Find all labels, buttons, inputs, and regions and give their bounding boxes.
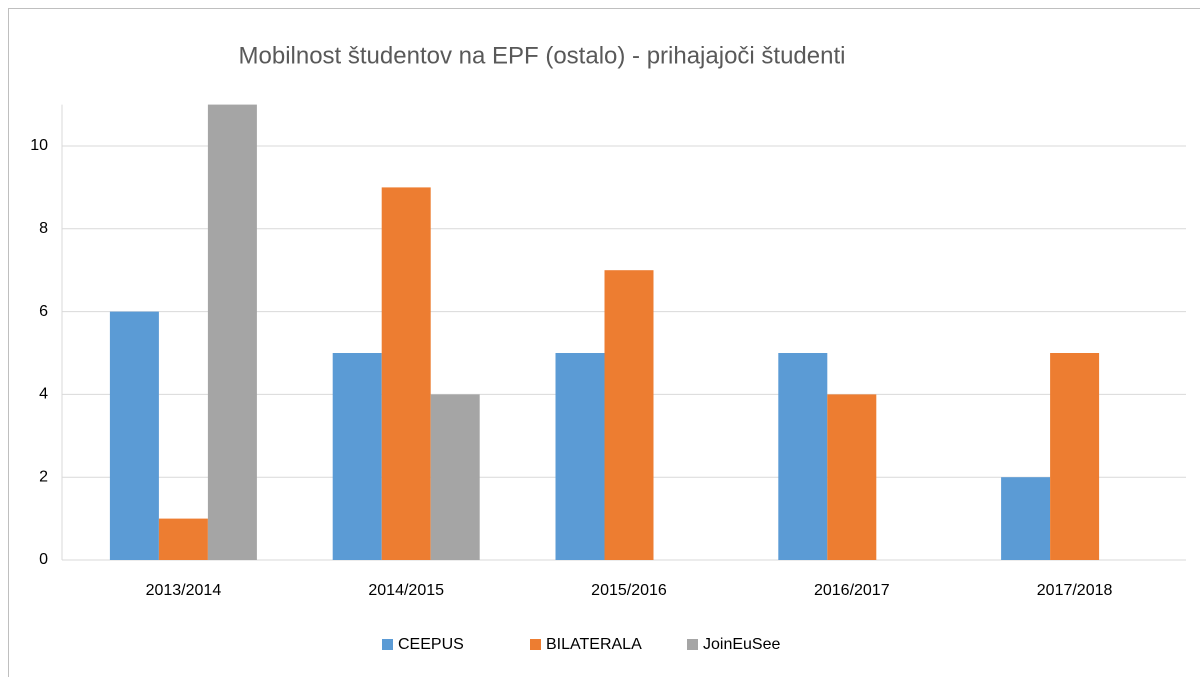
y-tick-label: 4	[39, 386, 48, 403]
y-tick-label: 2	[39, 468, 48, 485]
x-tick-label: 2013/2014	[146, 582, 222, 599]
legend-label: BILATERALA	[546, 636, 642, 653]
x-tick-label: 2014/2015	[368, 582, 444, 599]
y-tick-label: 8	[39, 220, 48, 237]
bar	[381, 187, 431, 560]
legend-label: JoinEuSee	[703, 636, 780, 653]
bar	[1050, 353, 1100, 560]
legend-label: CEEPUS	[398, 636, 464, 653]
bar	[604, 270, 654, 560]
x-tick-label: 2017/2018	[1037, 582, 1113, 599]
bar	[827, 394, 877, 560]
bar	[109, 311, 159, 560]
bar	[332, 353, 382, 560]
legend-swatch	[382, 639, 393, 650]
chart-title: Mobilnost študentov na EPF (ostalo) - pr…	[239, 42, 846, 69]
x-tick-label: 2016/2017	[814, 582, 890, 599]
bar	[1001, 477, 1051, 560]
bar	[555, 353, 605, 560]
y-tick-label: 0	[39, 551, 48, 568]
bar	[158, 518, 208, 560]
bar	[778, 353, 828, 560]
x-tick-label: 2015/2016	[591, 582, 667, 599]
chart-border	[8, 8, 1200, 677]
legend-swatch	[687, 639, 698, 650]
bar	[430, 394, 480, 560]
bar	[207, 104, 257, 560]
y-tick-label: 6	[39, 303, 48, 320]
legend-swatch	[530, 639, 541, 650]
y-tick-label: 10	[30, 137, 48, 154]
